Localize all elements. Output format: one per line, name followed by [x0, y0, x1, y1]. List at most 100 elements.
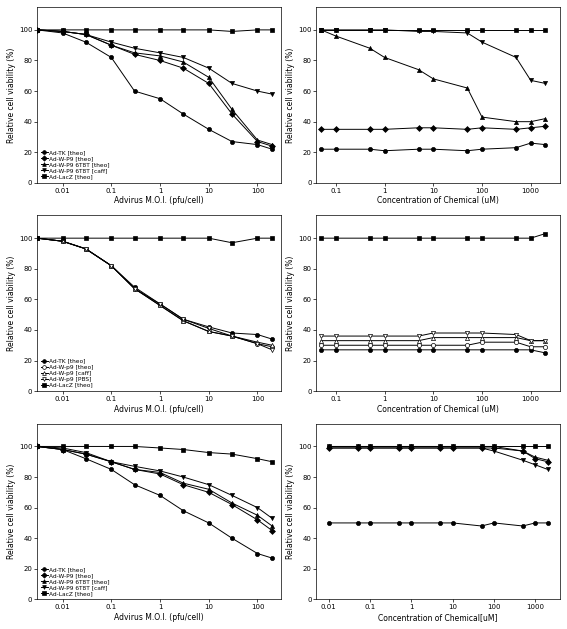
Ad-W-p9 [theo] [59, 238, 66, 245]
Ad-TK [theo] [33, 26, 40, 34]
Ad-W-p9 [PBS] [180, 316, 187, 323]
Ad-W-P9 6T8T [caff] [82, 31, 89, 38]
Ad-TK [theo] [33, 235, 40, 242]
Ad-TK [theo] [205, 323, 212, 331]
Ad-TK [theo] [33, 443, 40, 450]
Ad-TK [theo] [430, 145, 437, 153]
Ad-W-P9 [theo] [354, 444, 361, 452]
Ad-LacZ [theo] [229, 450, 235, 458]
Ad-W-P9 6T8T [theo] [437, 443, 443, 450]
Ad-W-P9 6T8T [caff] [180, 473, 187, 481]
Ad-TK [theo] [108, 53, 115, 61]
Ad-W-P9 [theo] [10, 26, 17, 34]
Ad-LacZ [theo] [269, 235, 276, 242]
Ad-W-p9 [PBS] [318, 332, 324, 340]
Ad-LacZ [theo] [332, 235, 339, 242]
Ad-W-p9 [caff] [381, 337, 388, 345]
Ad-W-P9 6T8T [caff] [59, 444, 66, 452]
Ad-LacZ [theo] [33, 235, 40, 242]
Line: Ad-LacZ [theo]: Ad-LacZ [theo] [319, 231, 548, 240]
Ad-LacZ [theo] [544, 443, 551, 450]
Ad-W-P9 [theo] [59, 446, 66, 454]
Line: Ad-LacZ [theo]: Ad-LacZ [theo] [12, 236, 274, 245]
Line: Ad-LacZ [theo]: Ad-LacZ [theo] [12, 28, 274, 33]
Ad-LacZ [theo] [430, 26, 437, 34]
Ad-W-p9 [caff] [156, 302, 163, 309]
Ad-W-p9 [theo] [108, 262, 115, 269]
Ad-W-p9 [PBS] [156, 300, 163, 308]
Ad-TK [theo] [59, 238, 66, 245]
Ad-W-P9 [theo] [478, 444, 485, 452]
Ad-W-p9 [theo] [180, 317, 187, 325]
Ad-TK [theo] [490, 519, 497, 526]
Ad-LacZ [theo] [156, 26, 163, 34]
Ad-W-p9 [theo] [82, 245, 89, 253]
Ad-W-P9 6T8T [caff] [513, 53, 519, 61]
Ad-W-P9 [theo] [82, 450, 89, 458]
Ad-W-P9 6T8T [theo] [367, 443, 374, 450]
Line: Ad-W-P9 6T8T [caff]: Ad-W-P9 6T8T [caff] [327, 446, 550, 472]
Ad-W-P9 6T8T [caff] [430, 28, 437, 35]
Line: Ad-W-P9 6T8T [theo]: Ad-W-P9 6T8T [theo] [12, 28, 274, 147]
Ad-W-P9 [theo] [59, 28, 66, 35]
Ad-W-P9 6T8T [caff] [131, 462, 138, 470]
Ad-TK [theo] [464, 346, 471, 353]
Ad-W-p9 [PBS] [131, 285, 138, 292]
Ad-W-P9 6T8T [caff] [519, 457, 526, 464]
Ad-TK [theo] [542, 141, 549, 148]
Ad-W-P9 [theo] [408, 444, 415, 452]
Ad-W-P9 6T8T [caff] [325, 444, 332, 452]
Ad-LacZ [theo] [366, 235, 373, 242]
Y-axis label: Relative cell viability (%): Relative cell viability (%) [286, 47, 295, 143]
Ad-W-P9 6T8T [caff] [354, 444, 361, 452]
Ad-W-P9 6T8T [caff] [527, 77, 534, 84]
Ad-W-p9 [theo] [156, 302, 163, 309]
Ad-W-P9 6T8T [theo] [479, 113, 485, 121]
Ad-W-P9 6T8T [theo] [131, 465, 138, 473]
Ad-LacZ [theo] [542, 230, 549, 237]
Ad-W-P9 6T8T [caff] [10, 26, 17, 34]
Ad-LacZ [theo] [527, 235, 534, 242]
Ad-W-P9 6T8T [theo] [33, 443, 40, 450]
Ad-W-p9 [caff] [10, 235, 17, 242]
Ad-LacZ [theo] [254, 26, 261, 34]
Ad-W-p9 [PBS] [108, 262, 115, 269]
Ad-TK [theo] [269, 554, 276, 562]
Ad-W-P9 6T8T [theo] [415, 66, 422, 74]
Ad-LacZ [theo] [479, 26, 485, 34]
Ad-W-P9 [theo] [33, 443, 40, 450]
Ad-W-P9 6T8T [theo] [180, 479, 187, 487]
Ad-TK [theo] [156, 300, 163, 308]
Ad-LacZ [theo] [59, 235, 66, 242]
Ad-LacZ [theo] [366, 26, 373, 34]
Ad-W-P9 6T8T [theo] [269, 522, 276, 530]
Ad-LacZ [theo] [205, 448, 212, 456]
Ad-TK [theo] [408, 519, 415, 526]
Ad-LacZ [theo] [532, 443, 539, 450]
Ad-LacZ [theo] [82, 235, 89, 242]
Ad-W-P9 6T8T [caff] [318, 26, 324, 34]
Ad-LacZ [theo] [10, 235, 17, 242]
Ad-TK [theo] [527, 139, 534, 147]
Ad-TK [theo] [108, 262, 115, 269]
Ad-LacZ [theo] [396, 443, 403, 450]
Ad-W-p9 [caff] [430, 334, 437, 342]
Line: Ad-W-P9 6T8T [theo]: Ad-W-P9 6T8T [theo] [327, 444, 550, 462]
Ad-W-P9 6T8T [caff] [33, 26, 40, 34]
Ad-TK [theo] [332, 346, 339, 353]
Line: Ad-W-P9 6T8T [caff]: Ad-W-P9 6T8T [caff] [12, 444, 274, 520]
Ad-W-P9 6T8T [caff] [254, 504, 261, 511]
Ad-W-P9 6T8T [theo] [519, 447, 526, 455]
Ad-W-p9 [theo] [542, 343, 549, 350]
Ad-LacZ [theo] [527, 26, 534, 34]
Ad-W-P9 6T8T [theo] [254, 136, 261, 144]
Ad-TK [theo] [205, 126, 212, 133]
X-axis label: Advirus M.O.I. (pfu/cell): Advirus M.O.I. (pfu/cell) [114, 613, 204, 622]
Ad-W-P9 6T8T [caff] [408, 444, 415, 452]
Line: Ad-W-P9 [theo]: Ad-W-P9 [theo] [327, 446, 550, 464]
Ad-TK [theo] [269, 335, 276, 343]
Ad-W-P9 6T8T [caff] [82, 448, 89, 456]
Ad-W-p9 [caff] [59, 238, 66, 245]
Ad-TK [theo] [59, 446, 66, 454]
Ad-W-P9 [theo] [205, 80, 212, 87]
